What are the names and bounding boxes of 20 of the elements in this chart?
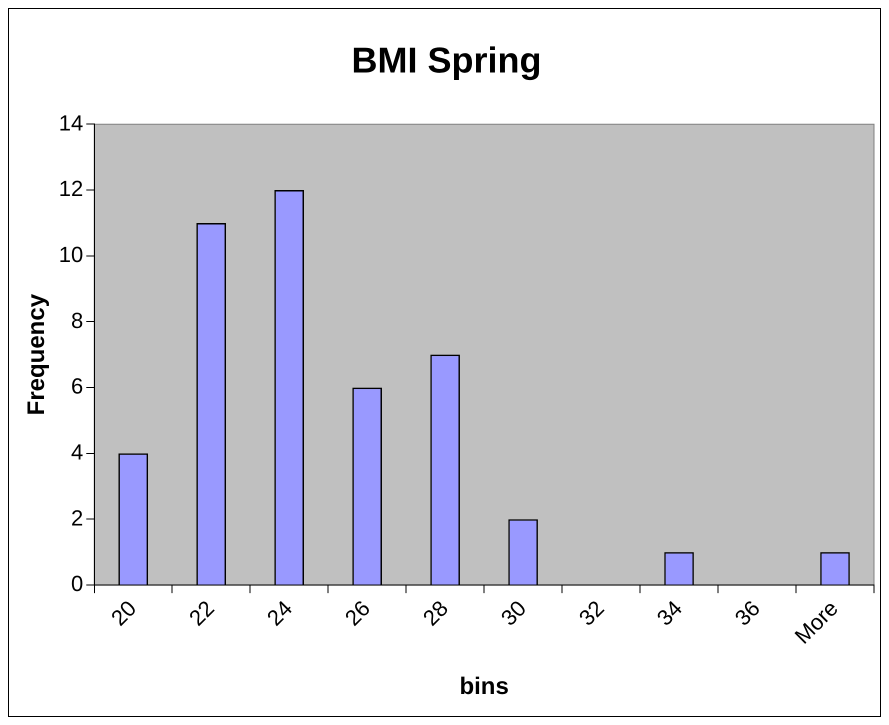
y-tick-label: 10	[58, 242, 84, 267]
x-tick-label: 28	[418, 596, 453, 631]
y-tick-label: 8	[71, 308, 84, 333]
y-tick-label: 14	[58, 110, 84, 136]
x-axis-title: bins	[459, 673, 509, 700]
y-axis-title: Frequency	[23, 293, 50, 416]
x-tick-label: 32	[574, 596, 609, 631]
y-tick-label: 12	[58, 176, 84, 202]
x-tick-label: 34	[652, 596, 687, 631]
y-tick-label: 2	[71, 505, 84, 530]
x-tick-label: 24	[262, 596, 298, 631]
x-tick-label: 22	[184, 596, 220, 631]
chart-title: BMI Spring	[352, 40, 542, 81]
y-tick-label: 6	[71, 374, 84, 399]
y-tick-label: 0	[71, 571, 84, 596]
x-tick-label: 30	[496, 596, 531, 631]
x-tick-label: 36	[730, 596, 765, 631]
y-tick-label: 4	[71, 439, 84, 464]
x-tick-label: 20	[106, 596, 142, 631]
x-tick-label: 26	[340, 596, 375, 631]
